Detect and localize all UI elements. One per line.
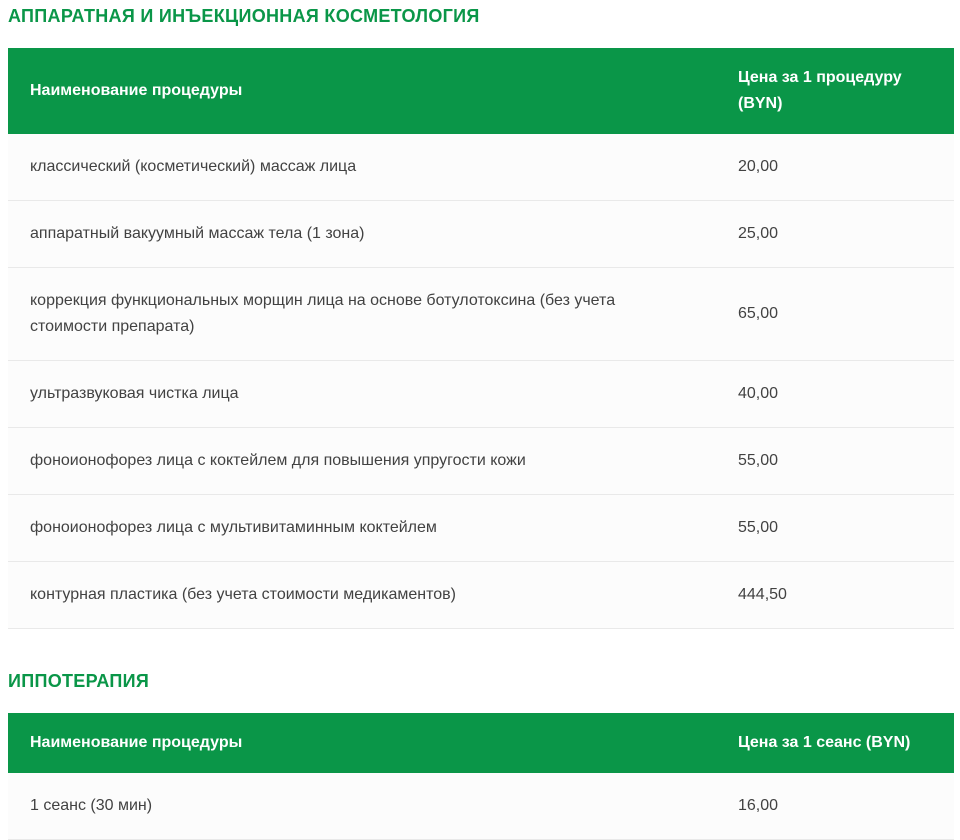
- table-row: фоноионофорез лица с мультивитаминным ко…: [8, 494, 954, 562]
- price-cell: 16,00: [716, 773, 954, 840]
- table-row: аппаратный вакуумный массаж тела (1 зона…: [8, 200, 954, 268]
- procedure-name-cell: контурная пластика (без учета стоимости …: [8, 561, 716, 629]
- table-row: коррекция функциональных морщин лица на …: [8, 267, 954, 361]
- procedure-name-cell: фоноионофорез лица с мультивитаминным ко…: [8, 494, 716, 562]
- table-row: ультразвуковая чистка лица 40,00: [8, 360, 954, 428]
- column-header-procedure-name: Наименование процедуры: [8, 48, 716, 134]
- section-hippotherapy: ИППОТЕРАПИЯ Наименование процедуры Цена …: [8, 671, 954, 840]
- price-cell: 20,00: [716, 134, 954, 201]
- section-heading-hippotherapy: ИППОТЕРАПИЯ: [8, 671, 150, 691]
- table-header-row: Наименование процедуры Цена за 1 сеанс (…: [8, 713, 954, 773]
- procedure-name-cell: 1 сеанс (30 мин): [8, 773, 716, 840]
- procedure-name-cell: фоноионофорез лица с коктейлем для повыш…: [8, 427, 716, 495]
- table-row: 1 сеанс (30 мин) 16,00: [8, 773, 954, 840]
- procedure-name-cell: ультразвуковая чистка лица: [8, 360, 716, 428]
- table-body: классический (косметический) массаж лица…: [8, 134, 954, 629]
- price-table-hippotherapy: Наименование процедуры Цена за 1 сеанс (…: [8, 713, 954, 840]
- procedure-name-cell: классический (косметический) массаж лица: [8, 134, 716, 201]
- table-row: классический (косметический) массаж лица…: [8, 134, 954, 201]
- price-cell: 55,00: [716, 427, 954, 495]
- table-body: 1 сеанс (30 мин) 16,00: [8, 773, 954, 840]
- table-header: Наименование процедуры Цена за 1 сеанс (…: [8, 713, 954, 773]
- procedure-name-cell: коррекция функциональных морщин лица на …: [8, 267, 716, 361]
- table-header: Наименование процедуры Цена за 1 процеду…: [8, 48, 954, 134]
- price-cell: 55,00: [716, 494, 954, 562]
- price-table-cosmetology: Наименование процедуры Цена за 1 процеду…: [8, 48, 954, 629]
- section-heading-cosmetology: АППАРАТНАЯ И ИНЪЕКЦИОННАЯ КОСМЕТОЛОГИЯ: [8, 6, 480, 26]
- price-cell: 25,00: [716, 200, 954, 268]
- column-header-procedure-name: Наименование процедуры: [8, 713, 716, 773]
- price-cell: 444,50: [716, 561, 954, 629]
- column-header-price: Цена за 1 сеанс (BYN): [716, 713, 954, 773]
- table-row: контурная пластика (без учета стоимости …: [8, 561, 954, 629]
- price-cell: 40,00: [716, 360, 954, 428]
- price-cell: 65,00: [716, 267, 954, 361]
- table-header-row: Наименование процедуры Цена за 1 процеду…: [8, 48, 954, 134]
- procedure-name-cell: аппаратный вакуумный массаж тела (1 зона…: [8, 200, 716, 268]
- column-header-price: Цена за 1 процедуру (BYN): [716, 48, 954, 134]
- table-row: фоноионофорез лица с коктейлем для повыш…: [8, 427, 954, 495]
- section-cosmetology: АППАРАТНАЯ И ИНЪЕКЦИОННАЯ КОСМЕТОЛОГИЯ Н…: [8, 6, 954, 629]
